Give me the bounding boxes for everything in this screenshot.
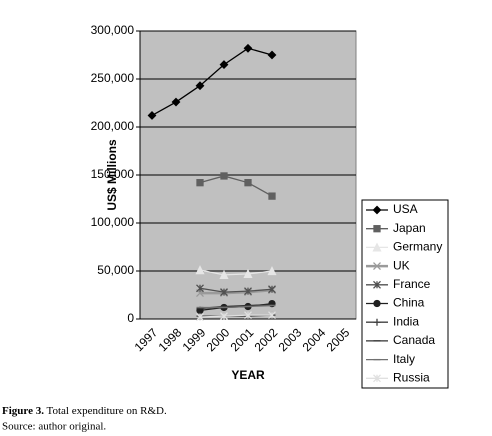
series-line <box>200 304 273 309</box>
data-point <box>219 269 229 279</box>
data-point <box>268 285 276 294</box>
x-tick-label: 2003 <box>276 325 305 354</box>
data-point <box>267 50 277 60</box>
y-tick-label: 250,000 <box>91 71 135 85</box>
legend-marker <box>373 225 381 233</box>
x-tick-label: 2002 <box>252 325 281 354</box>
data-point <box>244 179 252 187</box>
legend-label: UK <box>393 258 410 272</box>
data-point <box>219 60 229 70</box>
data-point <box>220 288 228 297</box>
data-point <box>147 111 157 120</box>
y-tick-label: 100,000 <box>91 215 135 229</box>
y-tick-label: 150,000 <box>91 167 135 181</box>
series-line <box>151 47 273 117</box>
data-point <box>268 192 276 200</box>
legend-label: Russia <box>393 370 430 384</box>
legend-label: Italy <box>393 352 415 366</box>
caption-text: Total expenditure on R&D. <box>47 405 167 417</box>
data-point <box>244 311 252 320</box>
x-tick-label: 1997 <box>132 325 161 354</box>
figure-label: Figure 3. <box>2 405 44 417</box>
legend-marker <box>373 374 381 383</box>
x-tick-label: 1998 <box>156 325 185 354</box>
data-point <box>243 43 253 53</box>
y-tick-label: 300,000 <box>91 23 135 37</box>
data-point <box>195 81 205 91</box>
series-line <box>199 287 273 293</box>
data-point <box>195 265 205 275</box>
x-tick-label: 2004 <box>300 325 329 354</box>
legend-marker <box>373 299 381 308</box>
data-point <box>244 287 252 296</box>
series-line <box>200 288 273 295</box>
series-line <box>199 314 272 318</box>
legend-label: Canada <box>393 333 435 347</box>
data-point <box>196 284 204 293</box>
legend-label: Germany <box>393 240 442 254</box>
legend-label: Japan <box>393 221 426 235</box>
data-point <box>267 266 277 276</box>
data-point <box>243 268 253 279</box>
x-axis-label: YEAR <box>231 368 265 382</box>
figure-caption: Figure 3. Total expenditure on R&D. <box>2 405 167 417</box>
series-line <box>199 175 273 197</box>
x-tick-label: 2005 <box>324 325 353 354</box>
y-tick-label: 200,000 <box>91 119 135 133</box>
legend-label: India <box>393 314 419 328</box>
legend-marker <box>372 242 382 252</box>
x-tick-label: 2000 <box>204 325 233 354</box>
data-point <box>220 312 228 321</box>
x-tick-label: 1999 <box>180 325 209 354</box>
data-point <box>171 97 181 107</box>
y-tick-label: 50,000 <box>97 263 134 277</box>
legend-label: China <box>393 296 425 310</box>
legend-label: USA <box>393 202 418 216</box>
legend-marker <box>373 280 381 289</box>
data-point <box>220 172 228 180</box>
data-point <box>196 313 204 322</box>
y-tick-label: 0 <box>127 311 134 325</box>
y-axis-label: US$ Millions <box>105 139 119 211</box>
legend-label: France <box>393 277 431 291</box>
x-tick-label: 2001 <box>228 325 257 354</box>
legend-marker <box>373 262 381 271</box>
series-line <box>199 269 273 276</box>
figure-source: Source: author original. <box>2 421 106 433</box>
data-point <box>196 179 204 187</box>
legend-marker <box>373 318 381 326</box>
data-point <box>268 311 276 320</box>
legend-marker <box>372 205 382 215</box>
